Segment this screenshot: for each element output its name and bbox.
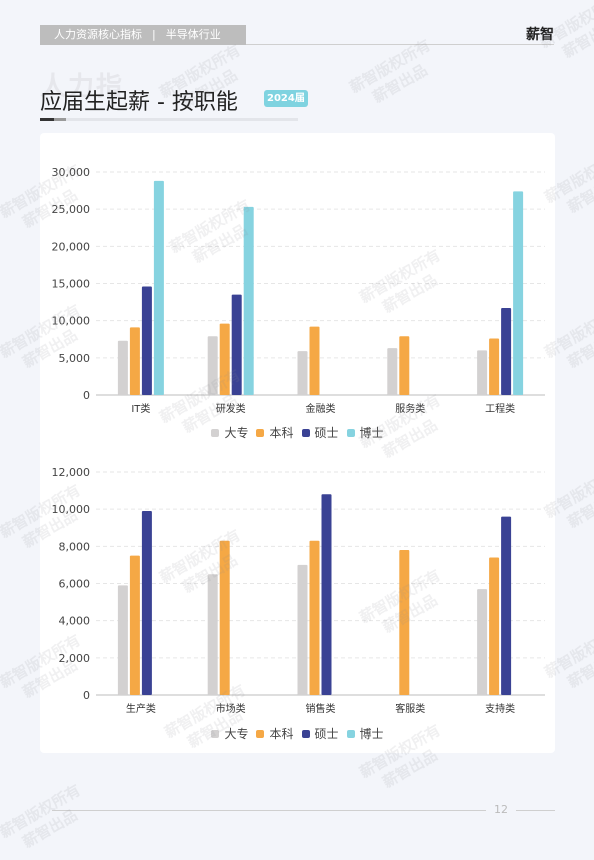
watermark: 薪智版权所有薪智出品 <box>0 781 84 852</box>
bar-本科-研发类 <box>219 323 230 395</box>
y-tick-label: 0 <box>83 389 90 402</box>
bar-硕士-研发类 <box>231 294 242 395</box>
bar-chart-2: 0 2,000 4,000 6,000 8,000 10,000 12,000 生产类 市场类 销… <box>52 466 545 715</box>
legend-item-博士: 博士 <box>346 424 384 441</box>
chart-functions-1: 0 5,000 10,000 15,000 20,000 25,000 30,000 IT类 研… <box>40 133 555 443</box>
x-tick-label: 金融类 <box>306 402 336 415</box>
legend-swatch <box>301 730 310 738</box>
bar-本科-工程类 <box>489 338 500 395</box>
legend-label: 本科 <box>269 426 294 440</box>
legend-label: 博士 <box>359 727 384 741</box>
bar-大专-销售类 <box>297 564 308 695</box>
bar-本科-生产类 <box>129 555 140 695</box>
bar-硕士-工程类 <box>501 308 512 395</box>
legend-label: 本科 <box>269 727 294 741</box>
legend-swatch <box>211 730 220 738</box>
bar-大专-生产类 <box>117 585 128 695</box>
bar-硕士-生产类 <box>141 511 152 695</box>
y-tick-label: 0 <box>83 689 90 702</box>
watermark: 薪智版权所有薪智出品 <box>346 36 434 107</box>
legend-item-大专: 大专 <box>211 424 248 441</box>
x-tick-label: 客服类 <box>395 702 425 715</box>
legend-swatch <box>211 429 220 437</box>
y-tick-label: 25,000 <box>52 203 91 216</box>
bar-博士-工程类 <box>513 191 524 395</box>
header-tag: 人力资源核心指标 | 半导体行业 <box>40 25 246 45</box>
x-tick-label: 支持类 <box>485 702 515 715</box>
bar-本科-销售类 <box>309 540 320 695</box>
bar-chart-1: 0 5,000 10,000 15,000 20,000 25,000 30,000 IT类 研… <box>52 166 545 415</box>
bar-本科-市场类 <box>219 540 230 695</box>
x-tick-label: IT类 <box>131 402 150 415</box>
footer-divider-left <box>52 810 486 811</box>
y-tick-label: 4,000 <box>59 615 91 628</box>
legend-label: 大专 <box>224 426 249 440</box>
header-industry: 半导体行业 <box>165 28 221 41</box>
x-tick-label: 生产类 <box>126 702 156 715</box>
legend-label: 硕士 <box>314 426 339 440</box>
legend-swatch <box>346 730 355 738</box>
bar-大专-工程类 <box>477 350 488 395</box>
header-separator: | <box>152 28 156 41</box>
brand-logo: 薪智 <box>526 27 554 43</box>
legend-label: 博士 <box>359 426 384 440</box>
page-title: 应届生起薪 - 按职能 <box>40 90 238 115</box>
bar-本科-支持类 <box>489 557 500 695</box>
y-tick-label: 12,000 <box>52 466 91 479</box>
legend-item-硕士: 硕士 <box>301 725 339 742</box>
legend-swatch <box>256 730 265 738</box>
y-tick-label: 6,000 <box>59 578 91 591</box>
bar-大专-研发类 <box>207 336 218 395</box>
y-tick-label: 5,000 <box>59 352 91 365</box>
x-tick-label: 销售类 <box>306 702 336 715</box>
bar-本科-客服类 <box>399 550 410 695</box>
bar-大专-IT类 <box>117 340 128 395</box>
legend-swatch <box>346 429 355 437</box>
y-tick-label: 30,000 <box>52 166 91 179</box>
y-tick-label: 10,000 <box>52 503 91 516</box>
bar-本科-金融类 <box>309 326 320 395</box>
y-tick-label: 10,000 <box>52 315 91 328</box>
bar-博士-IT类 <box>153 180 164 395</box>
chart-legend-1: 大专 本科 硕士 博士 <box>40 424 555 441</box>
bar-大专-支持类 <box>477 589 488 695</box>
legend-item-大专: 大专 <box>211 725 248 742</box>
y-tick-label: 2,000 <box>59 652 91 665</box>
x-tick-label: 市场类 <box>216 702 246 715</box>
bar-大专-服务类 <box>387 348 398 395</box>
year-badge: 2024届 <box>264 90 308 107</box>
legend-item-本科: 本科 <box>256 424 294 441</box>
chart-card: 0 5,000 10,000 15,000 20,000 25,000 30,000 IT类 研… <box>40 133 555 753</box>
header-divider <box>246 44 554 45</box>
bar-本科-IT类 <box>129 327 140 395</box>
bar-硕士-IT类 <box>141 286 152 395</box>
y-tick-label: 20,000 <box>52 240 91 253</box>
legend-item-本科: 本科 <box>256 725 294 742</box>
x-tick-label: 服务类 <box>395 402 425 415</box>
y-tick-label: 8,000 <box>59 540 91 553</box>
bar-硕士-支持类 <box>501 516 512 695</box>
x-tick-label: 研发类 <box>216 402 246 415</box>
chart-legend-2: 大专 本科 硕士 博士 <box>40 725 555 742</box>
bar-硕士-销售类 <box>321 494 332 695</box>
bar-大专-市场类 <box>207 574 218 695</box>
bar-大专-金融类 <box>297 351 308 395</box>
x-tick-label: 工程类 <box>485 402 515 415</box>
legend-label: 大专 <box>224 727 249 741</box>
legend-item-硕士: 硕士 <box>301 424 339 441</box>
bar-本科-服务类 <box>399 336 410 395</box>
header-category: 人力资源核心指标 <box>54 28 142 41</box>
page-number: 12 <box>494 803 508 816</box>
bar-博士-研发类 <box>243 206 254 395</box>
legend-label: 硕士 <box>314 727 339 741</box>
chart-functions-2: 0 2,000 4,000 6,000 8,000 10,000 12,000 生产类 市场类 销… <box>40 433 555 743</box>
title-underline <box>40 118 298 121</box>
legend-swatch <box>301 429 310 437</box>
y-tick-label: 15,000 <box>52 278 91 291</box>
legend-item-博士: 博士 <box>346 725 384 742</box>
footer-divider-right <box>516 810 555 811</box>
ghost-heading: 人力指 <box>40 72 125 102</box>
legend-swatch <box>256 429 265 437</box>
